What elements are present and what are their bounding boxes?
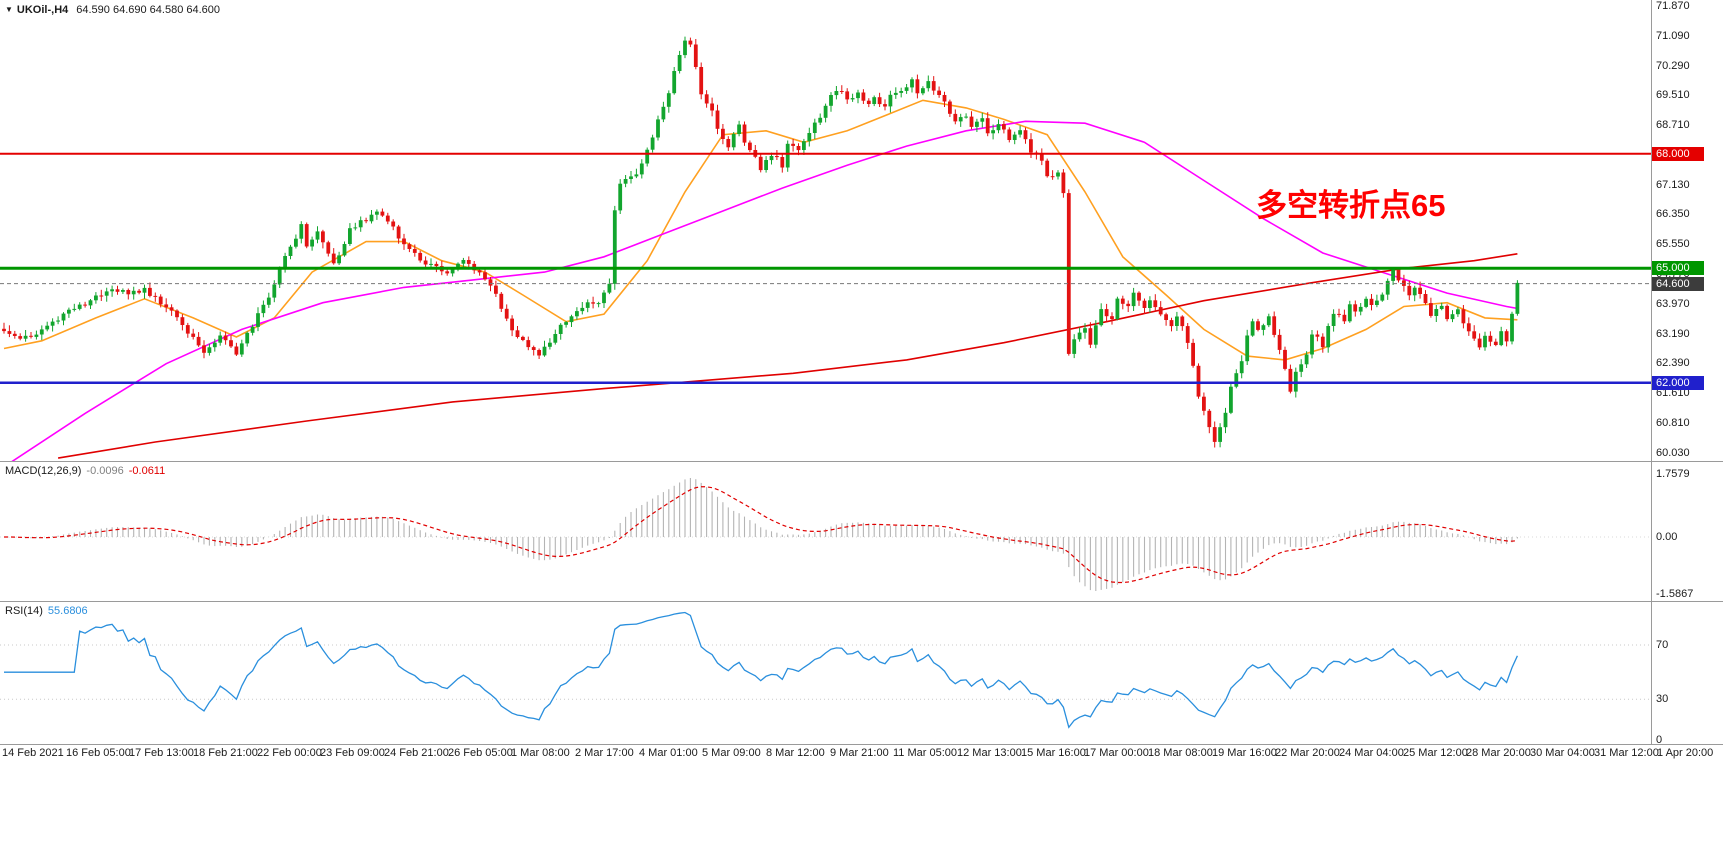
price-chart-panel[interactable]: ▼ UKOil-,H4 64.590 64.690 64.580 64.600 多空… bbox=[0, 0, 1651, 461]
macd-label: MACD(12,26,9) bbox=[5, 465, 82, 477]
current-price-badge: 64.600 bbox=[1652, 277, 1704, 291]
price-axis-separator bbox=[1651, 0, 1652, 744]
time-label: 17 Mar 00:00 bbox=[1084, 747, 1149, 759]
panel-separator-macd[interactable] bbox=[0, 461, 1723, 462]
macd-canvas[interactable] bbox=[0, 462, 1651, 601]
y-axis-tick: 63.970 bbox=[1656, 298, 1690, 310]
time-label: 24 Mar 04:00 bbox=[1339, 747, 1404, 759]
time-label: 31 Mar 12:00 bbox=[1594, 747, 1659, 759]
hline-price-badge: 62.000 bbox=[1652, 376, 1704, 390]
hline-price-badge: 65.000 bbox=[1652, 261, 1704, 275]
time-label: 5 Mar 09:00 bbox=[702, 747, 761, 759]
time-label: 1 Apr 20:00 bbox=[1657, 747, 1714, 759]
price-axis[interactable]: 71.87071.09070.29069.51068.71067.93067.1… bbox=[1652, 0, 1723, 746]
time-label: 16 Feb 05:00 bbox=[66, 747, 131, 759]
time-label: 19 Mar 16:00 bbox=[1212, 747, 1277, 759]
y-axis-tick: 62.390 bbox=[1656, 357, 1690, 369]
price-chart-canvas[interactable] bbox=[0, 0, 1651, 461]
macd-title: MACD(12,26,9) -0.0096 -0.0611 bbox=[5, 465, 170, 477]
y-axis-tick: 67.130 bbox=[1656, 179, 1690, 191]
time-label: 18 Feb 21:00 bbox=[193, 747, 258, 759]
time-axis-separator bbox=[0, 744, 1723, 745]
time-label: 28 Mar 20:00 bbox=[1466, 747, 1531, 759]
time-label: 11 Mar 05:00 bbox=[893, 747, 958, 759]
macd-axis-tick: 1.7579 bbox=[1656, 468, 1690, 480]
y-axis-tick: 68.710 bbox=[1656, 119, 1690, 131]
time-label: 23 Feb 09:00 bbox=[320, 747, 385, 759]
panel-separator-rsi[interactable] bbox=[0, 601, 1723, 602]
y-axis-tick: 63.190 bbox=[1656, 328, 1690, 340]
time-label: 18 Mar 08:00 bbox=[1148, 747, 1213, 759]
time-label: 14 Feb 2021 bbox=[2, 747, 64, 759]
time-label: 1 Mar 08:00 bbox=[511, 747, 570, 759]
time-label: 8 Mar 12:00 bbox=[766, 747, 825, 759]
symbol-timeframe: UKOil-,H4 bbox=[16, 4, 69, 16]
time-label: 30 Mar 04:00 bbox=[1530, 747, 1595, 759]
rsi-axis-tick: 30 bbox=[1656, 693, 1669, 705]
time-label: 25 Mar 12:00 bbox=[1403, 747, 1468, 759]
time-label: 12 Mar 13:00 bbox=[957, 747, 1022, 759]
y-axis-tick: 61.610 bbox=[1656, 387, 1690, 399]
y-axis-tick: 70.290 bbox=[1656, 60, 1690, 72]
time-axis[interactable]: 14 Feb 2021 16 Feb 05:00 17 Feb 13:00 18 Fe… bbox=[0, 745, 1723, 763]
macd-main-value: -0.0096 bbox=[86, 465, 124, 477]
y-axis-tick: 65.550 bbox=[1656, 238, 1690, 250]
macd-signal-value: -0.0611 bbox=[128, 465, 166, 477]
rsi-canvas[interactable] bbox=[0, 602, 1651, 744]
rsi-panel[interactable]: RSI(14) 55.6806 bbox=[0, 602, 1651, 744]
chart-annotation: 多空转折点65 bbox=[1256, 188, 1446, 223]
rsi-title: RSI(14) 55.6806 bbox=[5, 605, 93, 617]
time-label: 26 Feb 05:00 bbox=[448, 747, 513, 759]
rsi-axis-tick: 0 bbox=[1656, 734, 1663, 746]
rsi-value: 55.6806 bbox=[47, 605, 88, 617]
rsi-axis-tick: 70 bbox=[1656, 639, 1669, 651]
time-label: 17 Feb 13:00 bbox=[129, 747, 194, 759]
time-label: 22 Feb 00:00 bbox=[257, 747, 322, 759]
time-label: 24 Feb 21:00 bbox=[384, 747, 449, 759]
time-label: 9 Mar 21:00 bbox=[830, 747, 889, 759]
y-axis-tick: 60.810 bbox=[1656, 417, 1690, 429]
time-label: 2 Mar 17:00 bbox=[575, 747, 634, 759]
symbol-dropdown-icon[interactable]: ▼ bbox=[5, 5, 13, 14]
y-axis-tick: 60.030 bbox=[1656, 447, 1690, 459]
y-axis-tick: 71.870 bbox=[1656, 0, 1690, 12]
y-axis-tick: 66.350 bbox=[1656, 208, 1690, 220]
y-axis-tick: 71.090 bbox=[1656, 30, 1690, 42]
y-axis-tick: 69.510 bbox=[1656, 89, 1690, 101]
time-label: 22 Mar 20:00 bbox=[1275, 747, 1340, 759]
ohlc-values: 64.590 64.690 64.580 64.600 bbox=[76, 4, 221, 16]
macd-axis-tick: -1.5867 bbox=[1656, 588, 1694, 600]
rsi-label: RSI(14) bbox=[5, 605, 43, 617]
hline-price-badge: 68.000 bbox=[1652, 147, 1704, 161]
macd-axis-tick: 0.00 bbox=[1656, 531, 1678, 543]
macd-panel[interactable]: MACD(12,26,9) -0.0096 -0.0611 bbox=[0, 462, 1651, 601]
time-label: 4 Mar 01:00 bbox=[639, 747, 698, 759]
time-label: 15 Mar 16:00 bbox=[1021, 747, 1086, 759]
chart-title: ▼ UKOil-,H4 64.590 64.690 64.580 64.600 bbox=[5, 4, 220, 16]
